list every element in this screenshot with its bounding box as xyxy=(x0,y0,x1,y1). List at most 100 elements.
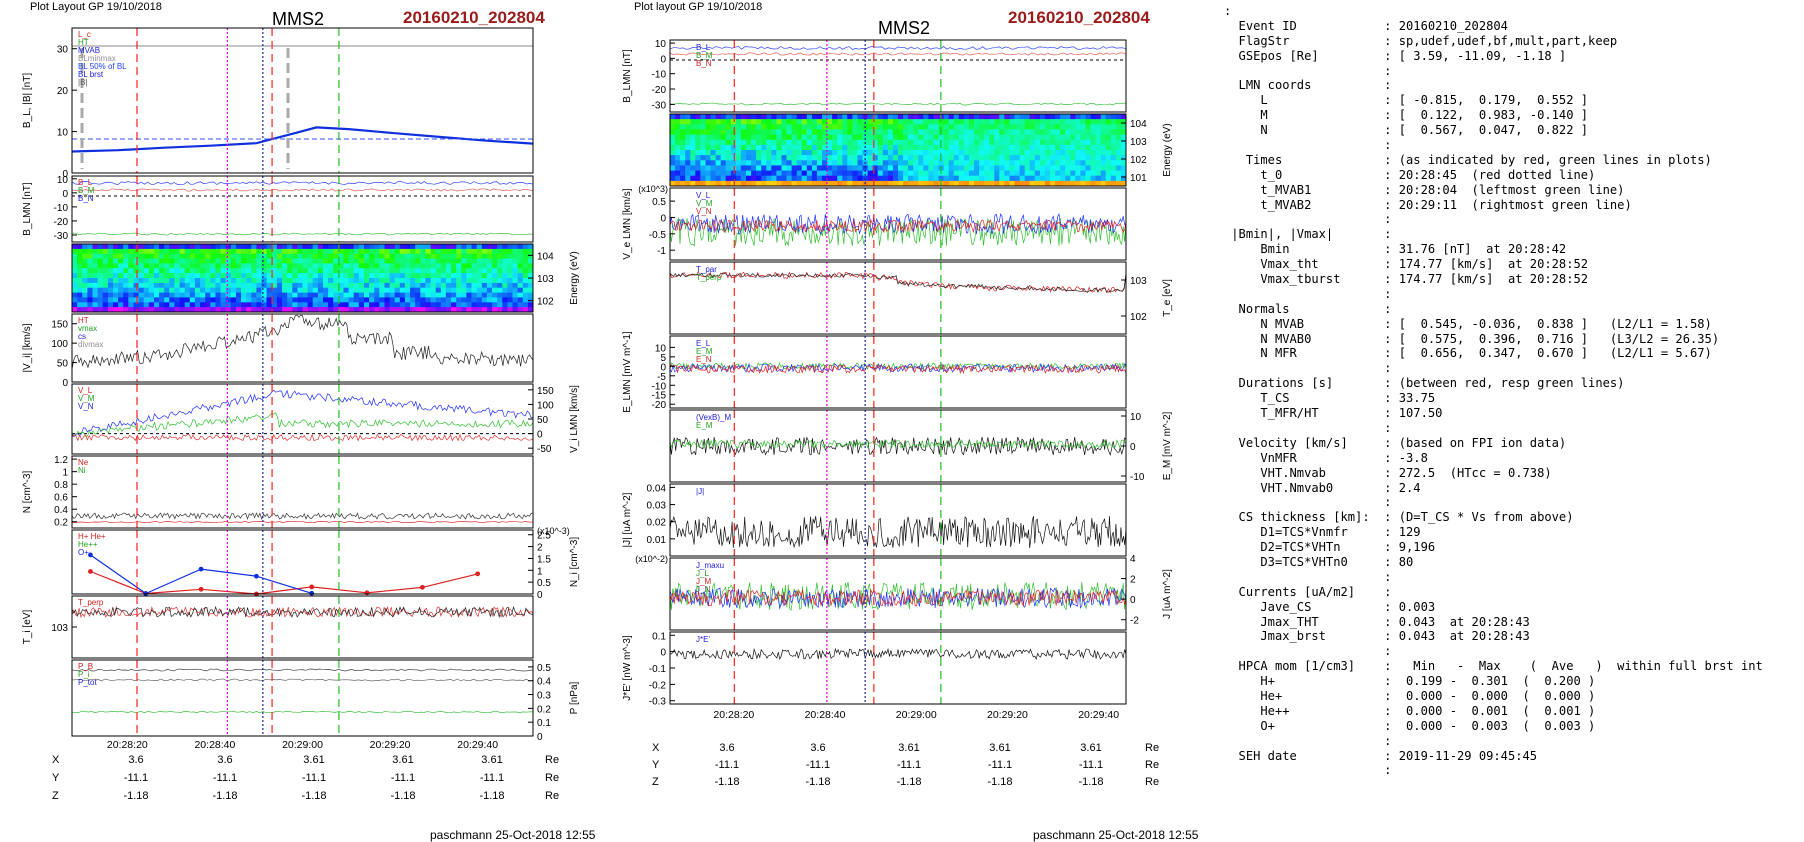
spectrogram-cell xyxy=(302,263,309,269)
spectrogram-cell xyxy=(404,273,411,279)
spectrogram-cell xyxy=(256,258,262,264)
spectrogram-cell xyxy=(1024,160,1031,166)
spectrogram-cell xyxy=(287,282,293,289)
spectrogram-cell xyxy=(908,170,914,177)
spectrogram-cell xyxy=(989,150,995,156)
spectrogram-cell xyxy=(471,248,478,255)
spectrogram-cell xyxy=(445,307,452,313)
y-axis-label: N_i [cm^-3] xyxy=(569,537,580,587)
spectrogram-cell xyxy=(1019,155,1026,161)
spectrogram-cell xyxy=(492,273,498,279)
spectrogram-cell xyxy=(174,278,180,284)
spectrogram-cell xyxy=(143,282,150,289)
legend-entry: Ne xyxy=(78,458,89,467)
spectrogram-cell xyxy=(670,170,676,177)
spectrogram-cell xyxy=(989,134,995,141)
spectrogram-cell xyxy=(230,258,237,264)
spectrogram-cell xyxy=(796,175,803,182)
spectrogram-cell xyxy=(1105,129,1112,135)
spectrogram-cell xyxy=(317,244,324,250)
spectrogram-cell xyxy=(225,248,232,255)
spectrogram-cell xyxy=(923,139,929,146)
spectrogram-cell xyxy=(445,273,452,279)
spectrogram-cell xyxy=(148,297,155,303)
legend-entry: T_perp xyxy=(78,598,104,607)
spectrogram-cell xyxy=(389,248,396,255)
spectrogram-cell xyxy=(1090,114,1097,120)
spectrogram-cell xyxy=(675,124,681,130)
spectrogram-cell xyxy=(811,165,818,171)
spectrogram-cell xyxy=(323,273,329,279)
spectrogram-cell xyxy=(832,144,838,151)
spectrogram-cell xyxy=(287,278,293,284)
spectrogram-cell xyxy=(364,273,370,279)
spectrogram-cell xyxy=(128,268,134,274)
spectrogram-cell xyxy=(776,180,782,187)
spectrogram-cell xyxy=(410,273,416,279)
spectrogram-cell xyxy=(200,278,206,284)
spectrogram-cell xyxy=(312,273,319,279)
spectrogram-cell xyxy=(1065,119,1071,125)
spectrogram-cell xyxy=(471,278,478,284)
panel-frame xyxy=(669,187,1127,261)
spectrogram-cell xyxy=(256,302,262,308)
spectrogram-cell xyxy=(796,160,803,166)
spectrogram-cell xyxy=(307,278,314,284)
spectrogram-cell xyxy=(771,165,777,171)
spectrogram-cell xyxy=(353,253,360,260)
spectrogram-cell xyxy=(842,129,848,135)
spectrogram-cell xyxy=(317,273,324,279)
y-tick-label: 1 xyxy=(537,566,543,577)
spectrogram-cell xyxy=(963,180,970,187)
spectrogram-cell xyxy=(1095,180,1102,187)
spectrogram-cell xyxy=(194,307,201,313)
spectrogram-cell xyxy=(827,134,833,141)
spectrogram-cell xyxy=(822,139,828,146)
spectrogram-cell xyxy=(948,139,955,146)
spectrogram-cell xyxy=(369,302,375,308)
spectrogram-cell xyxy=(435,248,442,255)
spectrogram-cell xyxy=(512,278,519,284)
spectrogram-cell xyxy=(685,155,691,161)
spectrogram-cell xyxy=(317,302,324,308)
spectrogram-cell xyxy=(842,134,848,141)
spectrogram-cell xyxy=(97,292,104,298)
spectrogram-cell xyxy=(700,114,706,120)
spectrogram-cell xyxy=(751,155,757,161)
spectrogram-cell xyxy=(1100,170,1107,177)
spectrogram-cell xyxy=(241,273,247,279)
spectrogram-cell xyxy=(1115,170,1122,177)
spectrogram-cell xyxy=(1070,180,1076,187)
spectrogram-cell xyxy=(705,155,712,161)
spectrogram-cell xyxy=(107,282,114,289)
spectrogram-cell xyxy=(963,144,970,151)
spectrogram-cell xyxy=(420,258,426,264)
spectrogram-cell xyxy=(87,278,93,284)
spectrogram-cell xyxy=(766,175,772,182)
spectrogram-cell xyxy=(297,287,303,294)
spectrogram-cell xyxy=(822,175,828,182)
spectrogram-cell xyxy=(497,278,503,284)
spectrogram-cell xyxy=(113,282,119,289)
y-tick-label: 100 xyxy=(51,339,68,350)
spectrogram-cell xyxy=(266,278,273,284)
spectrogram-cell xyxy=(235,273,242,279)
spectrogram-cell xyxy=(502,292,508,298)
spectrogram-cell xyxy=(502,273,508,279)
spectrogram-cell xyxy=(425,297,431,303)
spectrogram-cell xyxy=(507,248,513,255)
spectrogram-cell xyxy=(670,134,676,141)
spectrogram-cell xyxy=(690,160,696,166)
spectrogram-cell xyxy=(374,297,380,303)
spectrogram-cell xyxy=(872,150,879,156)
spectrogram-cell xyxy=(746,124,752,130)
spectrogram-cell xyxy=(97,258,104,264)
spectrogram-cell xyxy=(740,165,747,171)
spectrogram-cell xyxy=(877,180,884,187)
spectrogram-cell xyxy=(1080,155,1086,161)
spectrogram-cell xyxy=(338,282,344,289)
spectrogram-cell xyxy=(215,282,221,289)
spectrogram-cell xyxy=(680,119,686,125)
spectrogram-cell xyxy=(715,180,722,187)
info-line: : xyxy=(1224,286,1392,301)
